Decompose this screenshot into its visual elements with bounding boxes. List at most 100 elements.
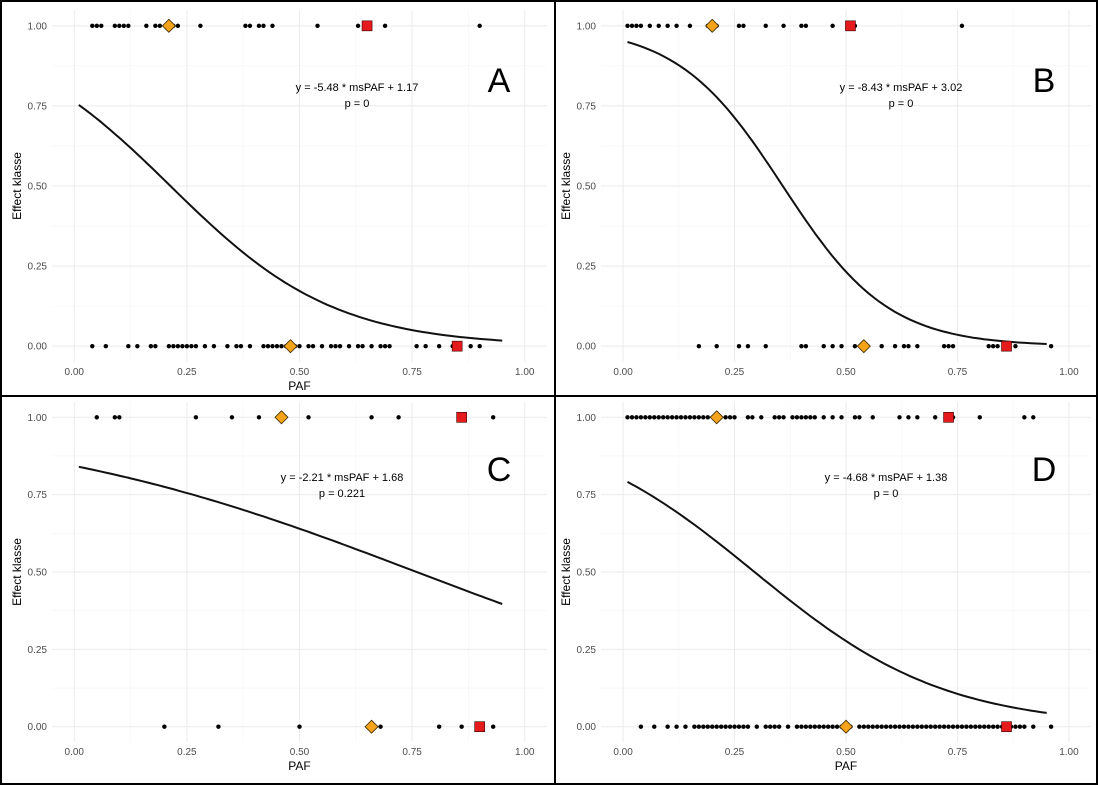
data-point-y0 bbox=[436, 343, 442, 349]
data-point-y1 bbox=[727, 415, 733, 420]
data-point-y1 bbox=[857, 415, 862, 420]
data-point-y1 bbox=[669, 415, 675, 420]
data-point-y0 bbox=[857, 724, 862, 729]
data-point-y1 bbox=[625, 415, 630, 420]
data-point-y1 bbox=[643, 415, 648, 420]
data-point-y1 bbox=[175, 23, 181, 29]
data-point-y0 bbox=[459, 724, 464, 729]
median-marker-y1 bbox=[361, 20, 373, 32]
y-tick-label: 1.00 bbox=[577, 413, 597, 424]
data-point-y1 bbox=[821, 415, 826, 420]
data-point-y0 bbox=[265, 343, 271, 349]
data-point-y1 bbox=[781, 23, 786, 29]
data-point-y0 bbox=[238, 343, 244, 349]
data-point-y1 bbox=[99, 23, 104, 29]
x-tick-label: 0.75 bbox=[402, 747, 422, 758]
data-point-y0 bbox=[937, 724, 942, 729]
data-point-y0 bbox=[1013, 343, 1018, 349]
y-tick-label: 0.00 bbox=[28, 722, 48, 733]
p-value-annotation: p = 0.221 bbox=[319, 488, 365, 500]
data-point-y0 bbox=[932, 724, 938, 729]
grid-lines bbox=[52, 402, 547, 742]
y-tick-label: 0.75 bbox=[577, 490, 597, 501]
data-point-y0 bbox=[270, 343, 275, 349]
data-point-y0 bbox=[950, 724, 956, 729]
data-point-y0 bbox=[901, 724, 907, 729]
data-point-y0 bbox=[785, 724, 791, 729]
data-point-y0 bbox=[261, 343, 266, 349]
data-point-y0 bbox=[378, 724, 383, 729]
data-point-y0 bbox=[990, 343, 996, 349]
data-point-y0 bbox=[736, 343, 742, 349]
data-point-y0 bbox=[950, 343, 956, 349]
p-value-annotation: p = 0 bbox=[345, 98, 370, 110]
y-tick-label: 1.00 bbox=[28, 413, 48, 424]
mean-marker-y1 bbox=[705, 18, 720, 33]
data-point-y0 bbox=[696, 343, 702, 349]
data-point-y1 bbox=[647, 415, 653, 420]
data-point-y1 bbox=[193, 415, 199, 420]
p-value-annotation: p = 0 bbox=[889, 98, 914, 110]
x-tick-label: 1.00 bbox=[515, 747, 535, 758]
data-point-y1 bbox=[656, 415, 661, 420]
median-marker-y0 bbox=[474, 721, 485, 733]
x-tick-label: 0.75 bbox=[948, 747, 968, 758]
x-tick-label: 0.75 bbox=[948, 367, 968, 378]
data-point-y1 bbox=[794, 415, 800, 420]
x-tick-label: 0.00 bbox=[613, 747, 633, 758]
x-tick-label: 1.00 bbox=[515, 367, 535, 378]
data-point-y0 bbox=[1022, 724, 1027, 729]
data-point-y1 bbox=[803, 23, 809, 29]
y-tick-label: 0.25 bbox=[28, 645, 48, 656]
data-point-y0 bbox=[175, 343, 181, 349]
data-point-y0 bbox=[423, 343, 428, 349]
data-point-y0 bbox=[754, 724, 760, 729]
data-point-y1 bbox=[638, 415, 644, 420]
data-point-y1 bbox=[656, 23, 661, 29]
chart-panel-d: 0.00 0.00 0.25 0.25 0.50 0.50 0.75 0.75 1.00 1.00… bbox=[555, 396, 1098, 785]
data-point-y0 bbox=[665, 724, 670, 729]
y-tick-label: 1.00 bbox=[28, 21, 48, 32]
data-point-y0 bbox=[162, 724, 167, 729]
data-point-y1 bbox=[652, 415, 657, 420]
y-axis-label: Effect klasse bbox=[559, 538, 573, 606]
chart-svg-b: 0.00 0.00 0.25 0.25 0.50 0.50 0.75 0.75 1.00 1.00… bbox=[559, 10, 1091, 378]
data-point-y0 bbox=[103, 343, 109, 349]
data-point-y1 bbox=[665, 23, 670, 29]
data-point-y0 bbox=[696, 724, 702, 729]
data-point-y0 bbox=[772, 724, 777, 729]
data-point-y1 bbox=[683, 415, 688, 420]
data-point-y0 bbox=[202, 343, 208, 349]
y-tick-label: 0.50 bbox=[577, 182, 597, 193]
data-point-y0 bbox=[821, 724, 826, 729]
data-point-y1 bbox=[687, 23, 693, 29]
data-point-y1 bbox=[647, 23, 653, 29]
data-point-y1 bbox=[625, 23, 630, 29]
data-point-y0 bbox=[870, 724, 875, 729]
p-value-annotation: p = 0 bbox=[874, 488, 899, 500]
data-point-y1 bbox=[117, 415, 122, 420]
y-axis-label: Effect klasse bbox=[559, 152, 573, 220]
data-point-y0 bbox=[973, 724, 978, 729]
data-point-y1 bbox=[112, 23, 118, 29]
data-point-y0 bbox=[692, 724, 697, 729]
data-point-y1 bbox=[696, 415, 702, 420]
median-marker-y0 bbox=[451, 340, 463, 352]
data-point-y1 bbox=[144, 23, 149, 29]
data-point-y0 bbox=[216, 724, 221, 729]
data-point-y0 bbox=[126, 343, 131, 349]
data-point-y1 bbox=[736, 23, 742, 29]
data-point-y0 bbox=[763, 724, 768, 729]
median-marker-y1 bbox=[456, 412, 467, 423]
equation-annotation: y = -4.68 * msPAF + 1.38 bbox=[825, 472, 948, 484]
data-point-y1 bbox=[932, 415, 938, 420]
data-point-y0 bbox=[906, 343, 911, 349]
data-point-y1 bbox=[723, 415, 728, 420]
data-point-y0 bbox=[135, 343, 140, 349]
mean-marker-y1 bbox=[274, 410, 289, 425]
mean-marker-y1 bbox=[709, 410, 724, 425]
data-point-y1 bbox=[261, 23, 266, 29]
data-point-y1 bbox=[369, 415, 374, 420]
mean-marker-y0 bbox=[856, 339, 871, 354]
chart-panel-c: 0.00 0.00 0.25 0.25 0.50 0.50 0.75 0.75 1.00 1.00… bbox=[0, 396, 556, 785]
